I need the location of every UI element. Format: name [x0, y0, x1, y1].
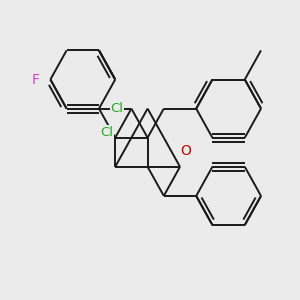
Text: Cl: Cl: [110, 101, 124, 115]
Text: Cl: Cl: [100, 126, 113, 139]
Text: F: F: [32, 73, 39, 86]
Text: O: O: [181, 144, 191, 158]
